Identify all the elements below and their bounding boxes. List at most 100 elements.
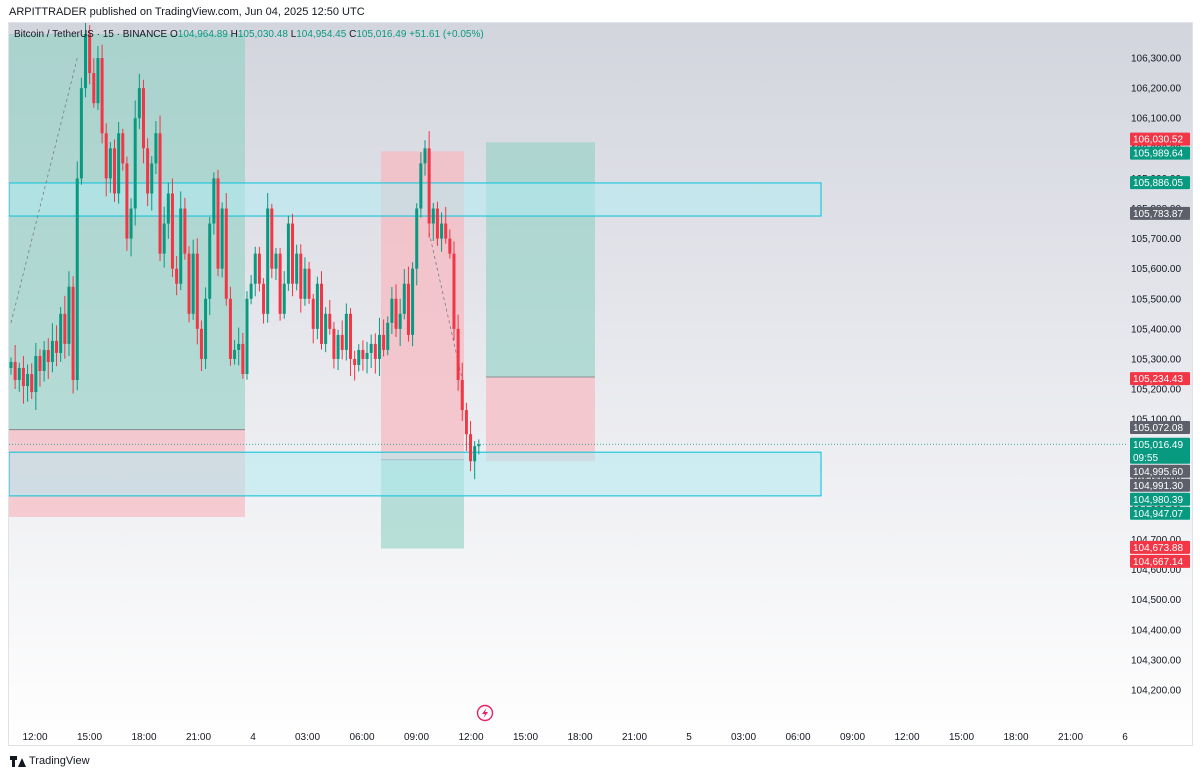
x-axis-tick-label: 12:00 bbox=[894, 732, 919, 743]
candle-body bbox=[100, 58, 104, 134]
candle-body bbox=[141, 88, 145, 149]
candle-body bbox=[270, 208, 274, 269]
candle-body bbox=[444, 223, 448, 239]
tradingview-logo[interactable]: TradingView bbox=[10, 755, 90, 767]
candle-body bbox=[249, 283, 253, 299]
candle-body bbox=[121, 133, 125, 164]
candle-body bbox=[295, 253, 299, 284]
price-label-tag bbox=[1130, 554, 1190, 568]
candle-body bbox=[228, 298, 232, 359]
candle-body bbox=[278, 253, 282, 314]
supply-demand-zone bbox=[9, 451, 822, 497]
candle-body bbox=[320, 283, 323, 344]
price-label-tag bbox=[1130, 506, 1190, 520]
x-axis-tick-label: 18:00 bbox=[131, 732, 156, 743]
candle-body bbox=[38, 355, 42, 371]
candle-body bbox=[299, 253, 303, 299]
candle-body bbox=[353, 358, 357, 365]
candle-body bbox=[108, 148, 112, 179]
candle-body bbox=[150, 163, 154, 194]
price-label-text: 104,947.07 bbox=[1133, 509, 1183, 520]
price-label-tag bbox=[1130, 132, 1190, 146]
candle-body bbox=[63, 313, 67, 344]
candle-body bbox=[274, 253, 278, 269]
legend-high: 105,030.48 bbox=[237, 29, 288, 40]
candle-body bbox=[191, 253, 195, 314]
candle-body bbox=[241, 343, 245, 374]
y-axis-tick-label: 105,400.00 bbox=[1131, 324, 1181, 335]
price-label-text: 105,016.49 bbox=[1133, 440, 1183, 451]
candle-body bbox=[423, 148, 427, 164]
candle-body bbox=[348, 313, 352, 359]
candle-body bbox=[431, 208, 435, 224]
x-axis-tick-label: 15:00 bbox=[949, 732, 974, 743]
candle-body bbox=[137, 88, 141, 119]
candle-body bbox=[220, 208, 224, 269]
candle-body bbox=[26, 374, 30, 387]
candle-body bbox=[291, 223, 295, 284]
candle-body bbox=[34, 355, 38, 393]
price-label-tag bbox=[1130, 464, 1190, 478]
candle-body bbox=[9, 361, 13, 368]
candle-body bbox=[158, 133, 162, 254]
price-label-text: 104,667.14 bbox=[1133, 557, 1183, 568]
x-axis-tick-label: 18:00 bbox=[1003, 732, 1028, 743]
candle-body bbox=[212, 178, 216, 224]
top-bar: ARPITTRADER published on TradingView.com… bbox=[0, 0, 1200, 22]
candle-body bbox=[208, 223, 212, 299]
lightning-icon bbox=[476, 704, 494, 722]
candle-body bbox=[125, 163, 129, 239]
chart-frame[interactable]: 104,200.00 104,300.00 104,400.00 104,500.00… bbox=[8, 22, 1193, 746]
candle-body bbox=[452, 253, 456, 329]
candle-body bbox=[473, 446, 477, 462]
y-axis-tick-label: 105,700.00 bbox=[1131, 234, 1181, 245]
candle-body bbox=[187, 253, 191, 314]
candle-body bbox=[328, 313, 332, 329]
x-axis-tick-label: 21:00 bbox=[1058, 732, 1083, 743]
candle-body bbox=[162, 223, 166, 254]
candle-body bbox=[233, 349, 237, 359]
legend-close-label: C bbox=[349, 29, 357, 40]
y-axis-tick-label: 105,500.00 bbox=[1131, 294, 1181, 305]
candle-body bbox=[245, 298, 249, 374]
price-label-text: 105,234.43 bbox=[1133, 374, 1183, 385]
candle-body bbox=[17, 367, 21, 381]
candle-body bbox=[146, 148, 150, 194]
candle-body bbox=[361, 349, 365, 359]
x-axis-tick-label: 03:00 bbox=[731, 732, 756, 743]
candle-body bbox=[50, 340, 54, 362]
lightning-icon-bolt bbox=[482, 708, 488, 718]
candle-body bbox=[113, 148, 116, 194]
candle-body bbox=[398, 313, 402, 329]
candle-body bbox=[357, 349, 361, 365]
x-axis-tick-label: 09:00 bbox=[404, 732, 429, 743]
y-axis-tick-label: 106,200.00 bbox=[1131, 84, 1181, 95]
candle-body bbox=[303, 268, 307, 299]
y-axis-tick-label: 104,700.00 bbox=[1131, 535, 1181, 546]
chart-canvas[interactable]: 104,200.00 104,300.00 104,400.00 104,500.00… bbox=[9, 23, 1193, 746]
candle-body bbox=[460, 380, 464, 411]
price-label-text: 104,991.30 bbox=[1133, 481, 1183, 492]
candle-body bbox=[30, 374, 34, 393]
candle-body bbox=[402, 283, 406, 314]
candle-body bbox=[373, 343, 377, 359]
x-axis-tick-label: 09:00 bbox=[840, 732, 865, 743]
price-label-countdown: 09:55 bbox=[1133, 453, 1158, 464]
y-axis-tick-label: 105,300.00 bbox=[1131, 354, 1181, 365]
candle-body bbox=[59, 313, 63, 353]
candle-body bbox=[84, 33, 88, 89]
candle-body bbox=[419, 163, 423, 209]
price-label-tag bbox=[1130, 176, 1190, 190]
y-axis-tick-label: 104,400.00 bbox=[1131, 625, 1181, 636]
candle-body bbox=[216, 178, 220, 269]
footer: TradingView bbox=[0, 746, 1200, 776]
candle-body bbox=[282, 283, 286, 314]
y-axis-tick-label: 105,100.00 bbox=[1131, 415, 1181, 426]
price-label-tag bbox=[1130, 437, 1190, 464]
x-axis-tick-label: 21:00 bbox=[186, 732, 211, 743]
x-axis-tick-label: 18:00 bbox=[567, 732, 592, 743]
x-axis-tick-label: 15:00 bbox=[77, 732, 102, 743]
candle-body bbox=[96, 58, 100, 104]
x-axis-tick-label: 5 bbox=[686, 732, 692, 743]
candles-group bbox=[9, 23, 481, 480]
